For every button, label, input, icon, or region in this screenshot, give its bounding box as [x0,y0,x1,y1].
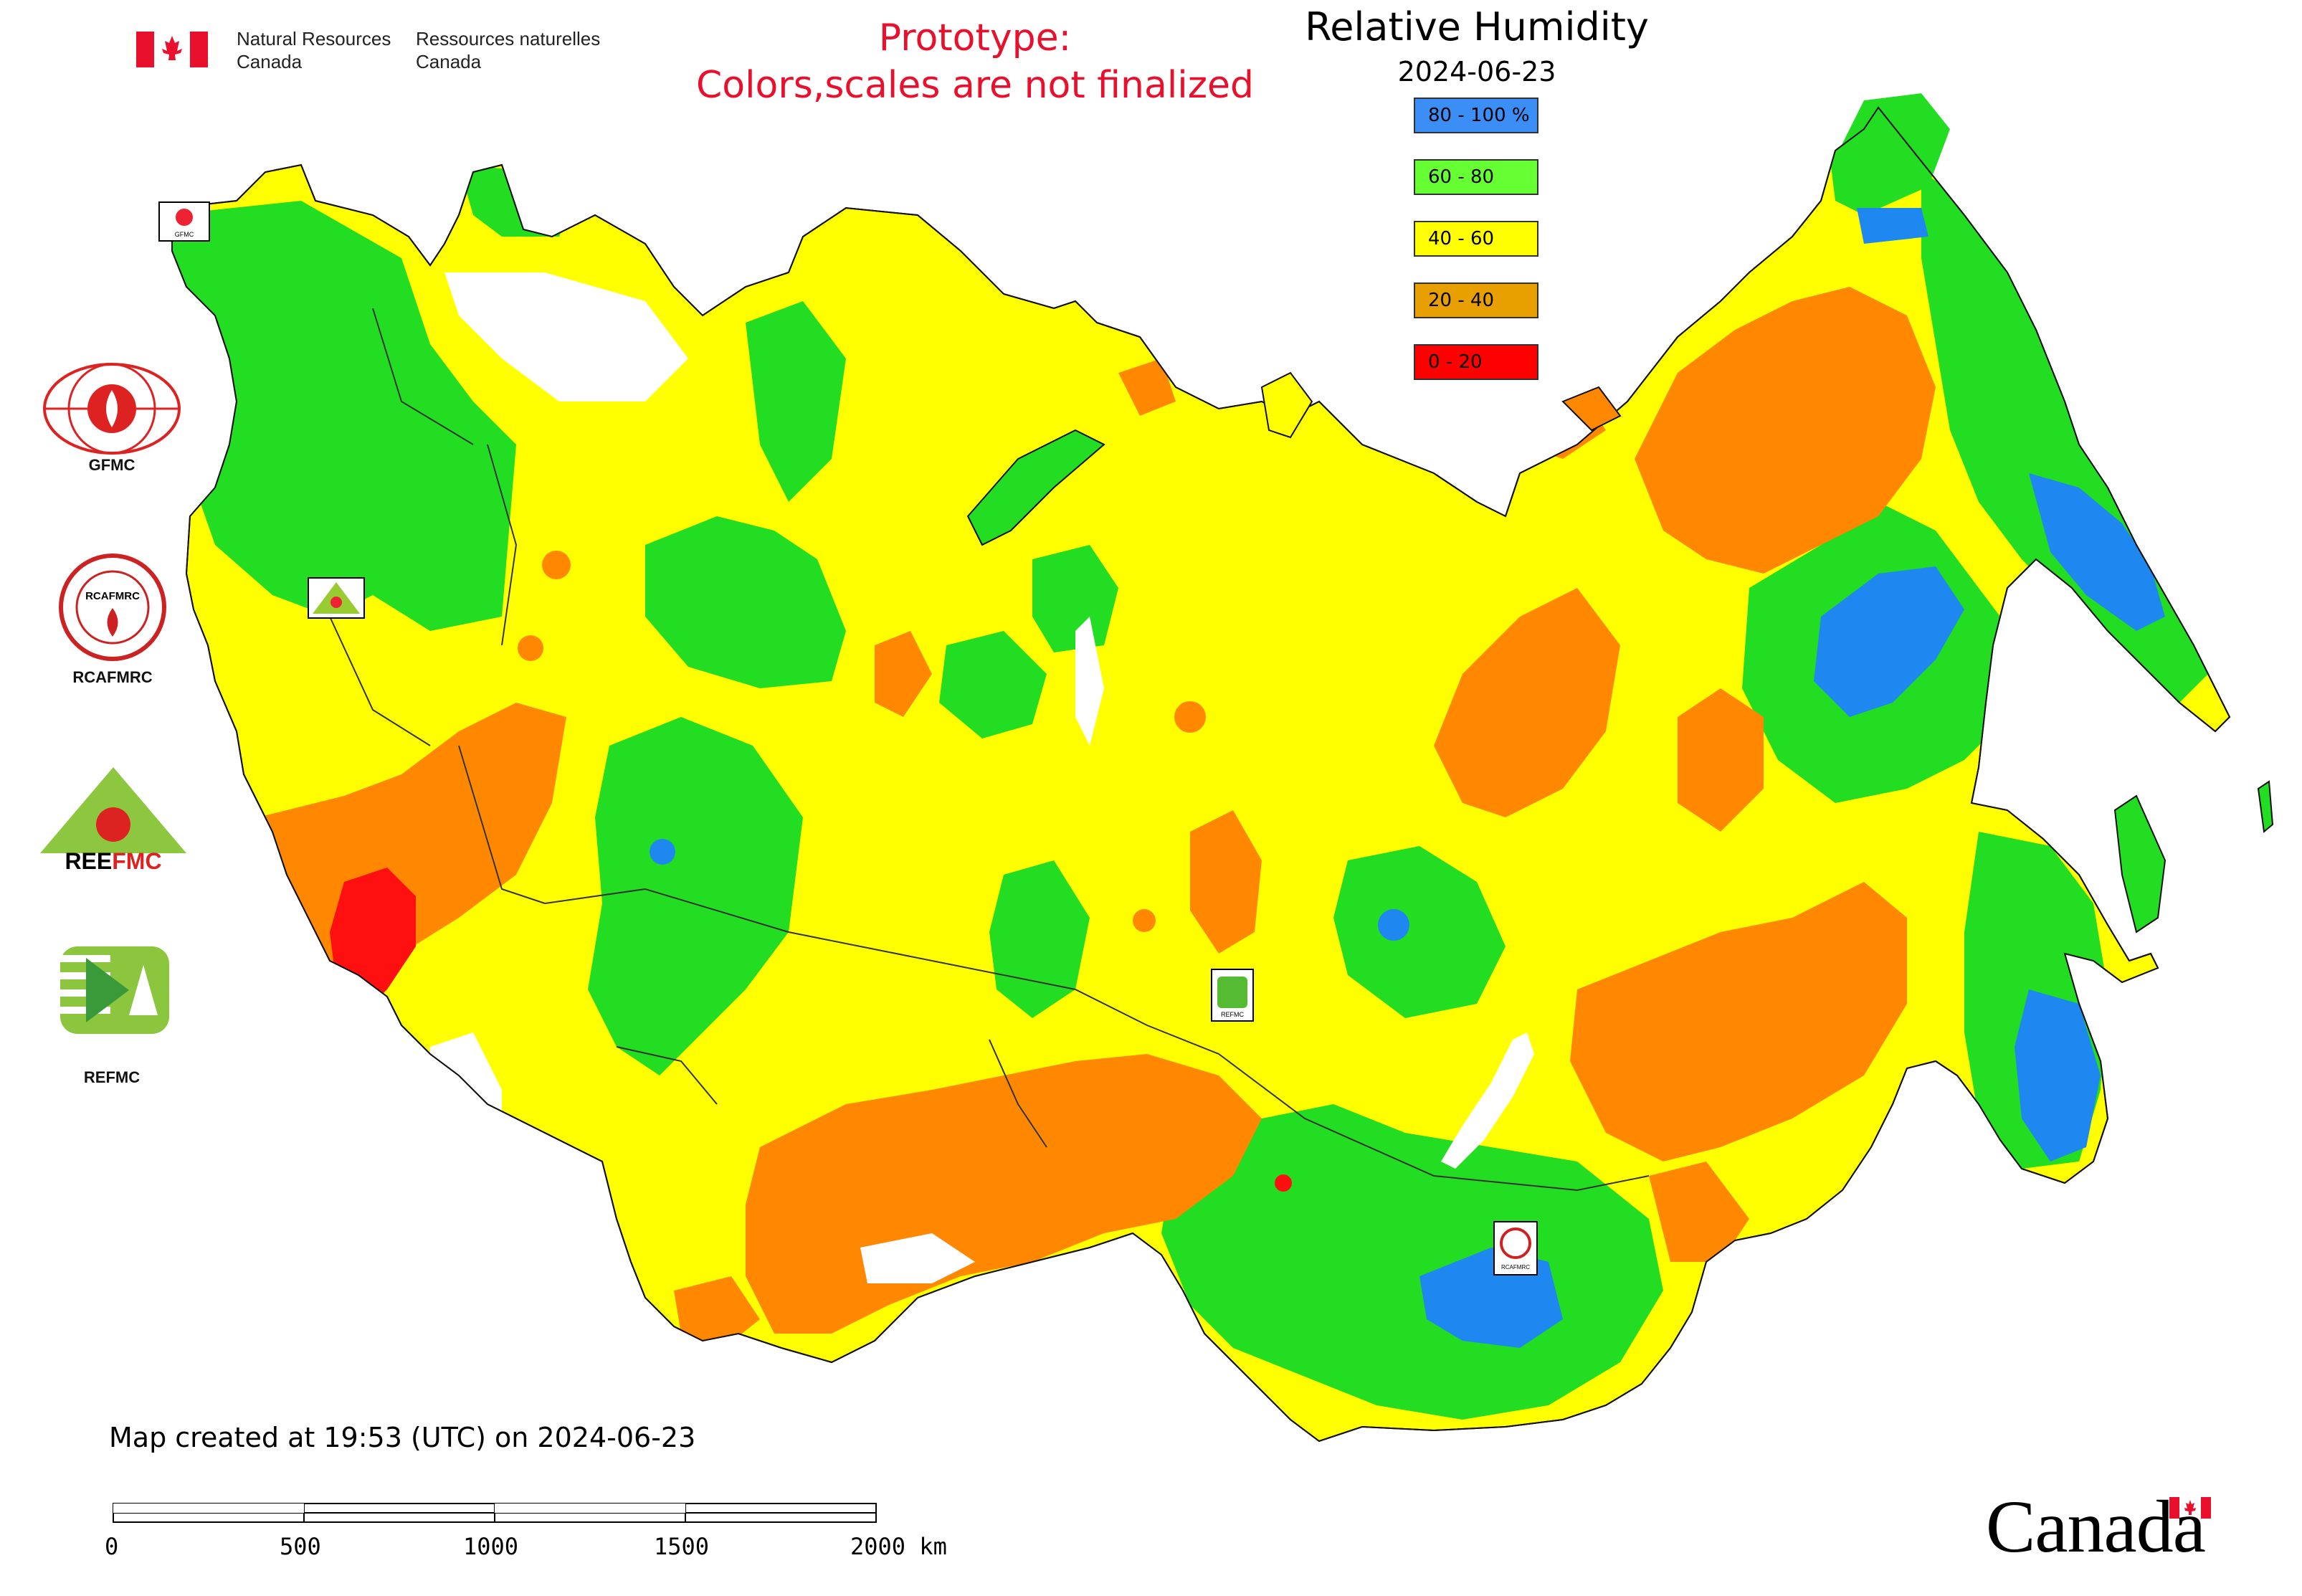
lake-balkhash [860,1233,975,1283]
nrcan-french-name: Ressources naturelles Canada [416,28,601,72]
wet-region-west-siberia [989,860,1090,1018]
scale-tick-1000: 1000 [463,1533,519,1560]
map-created-timestamp: Map created at 19:53 (UTC) on 2024-06-23 [109,1422,696,1453]
gulf-ob [1075,617,1104,746]
canada-wordmark-flag-icon [2169,1497,2211,1519]
lake-baikal [1441,1032,1534,1169]
wet-region-kola [746,301,846,502]
reefmc-logo-icon: REEFMC [40,767,186,872]
svg-text:RCAFMRC: RCAFMRC [1501,1264,1530,1270]
scale-tick-1500: 1500 [654,1533,710,1560]
scale-bar [113,1503,877,1523]
rcafmrc-label: RCAFMRC [72,668,153,686]
map-title: Relative Humidity [1305,4,1649,49]
rcafmrc-logo-icon: RCAFMRC [59,554,166,661]
gfmc-map-marker: GFMC [158,201,210,242]
nrcan-english-name: Natural Resources Canada [237,28,391,72]
legend-item-wet: 60 - 80 [1414,159,1538,195]
scale-tick-0: 0 [105,1533,119,1560]
legend-item-very-wet: 80 - 100 % [1414,98,1538,133]
refmc-logo-icon [60,946,169,1034]
dry-region-ob [1190,810,1262,954]
novaya-zemlya [966,429,1105,546]
gfmc-logo-icon [43,363,181,455]
prototype-notice: Prototype: Colors,scales are not finaliz… [695,16,1255,107]
white-sea [444,272,688,402]
scale-tick-500: 500 [280,1533,321,1560]
dry-spot-1 [1133,909,1156,932]
refmc-label: REFMC [83,1068,141,1086]
dry-spot-3 [518,635,543,661]
legend-item-very-dry: 0 - 20 [1414,344,1538,380]
dry-spot-4 [1174,701,1206,733]
dry-region-yakutia-east [1678,688,1764,832]
gfmc-label: GFMC [88,456,135,474]
dry-region-kola-ne [1118,358,1176,416]
severnaya-zemlya [1260,371,1313,439]
svg-text:REEFMC: REEFMC [65,848,161,872]
very-wet-spot-volga [650,839,675,865]
sakhalin [2113,794,2167,934]
dry-region-east-lower [1649,1162,1749,1262]
legend-item-moderate: 40 - 60 [1414,221,1538,257]
kuril-island [2257,780,2274,833]
rcafmrc-map-marker: RCAFMRC [1493,1221,1538,1276]
canada-flag-icon [136,32,208,67]
canada-wordmark: Canada [1986,1486,2206,1568]
wet-region-ural-north [645,516,846,688]
wet-region-gydan [1032,545,1118,652]
dry-region-far-northeast [1635,287,1936,574]
very-wet-region-chukotka [1857,208,1928,244]
very-wet-region-primorye [2015,989,2101,1162]
new-siberian-islands [1561,386,1622,432]
legend-item-dry: 20 - 40 [1414,282,1538,318]
wet-region-northwest [172,201,516,631]
map-date: 2024-06-23 [1397,56,1556,87]
country-border-lines [329,308,1650,1192]
wet-region-chukotka [1828,93,1950,215]
dry-region-caspian [674,1276,760,1348]
wet-region-yamal [939,631,1047,738]
dry-region-amur-south [1570,882,1907,1162]
svg-text:RCAFMRC: RCAFMRC [85,590,140,602]
wet-region-volga [588,717,803,1075]
very-wet-spot-siberia [1378,909,1409,941]
svg-text:REFMC: REFMC [1221,1011,1244,1018]
very-wet-region-kamchatka [2029,473,2165,631]
dry-region-central-siberia [1434,588,1620,817]
wet-region-central-siberia [1333,846,1506,1018]
reefmc-map-marker [308,577,365,619]
refmc-map-marker: REFMC [1211,969,1254,1022]
very-wet-region-amur [1814,566,1964,717]
scale-tick-2000: 2000 km [850,1533,947,1560]
dry-spot-2 [542,551,571,579]
svg-text:GFMC: GFMC [175,231,194,238]
dry-region-west-siberia-pond [875,631,932,717]
very-dry-spot-altai [1275,1174,1292,1192]
